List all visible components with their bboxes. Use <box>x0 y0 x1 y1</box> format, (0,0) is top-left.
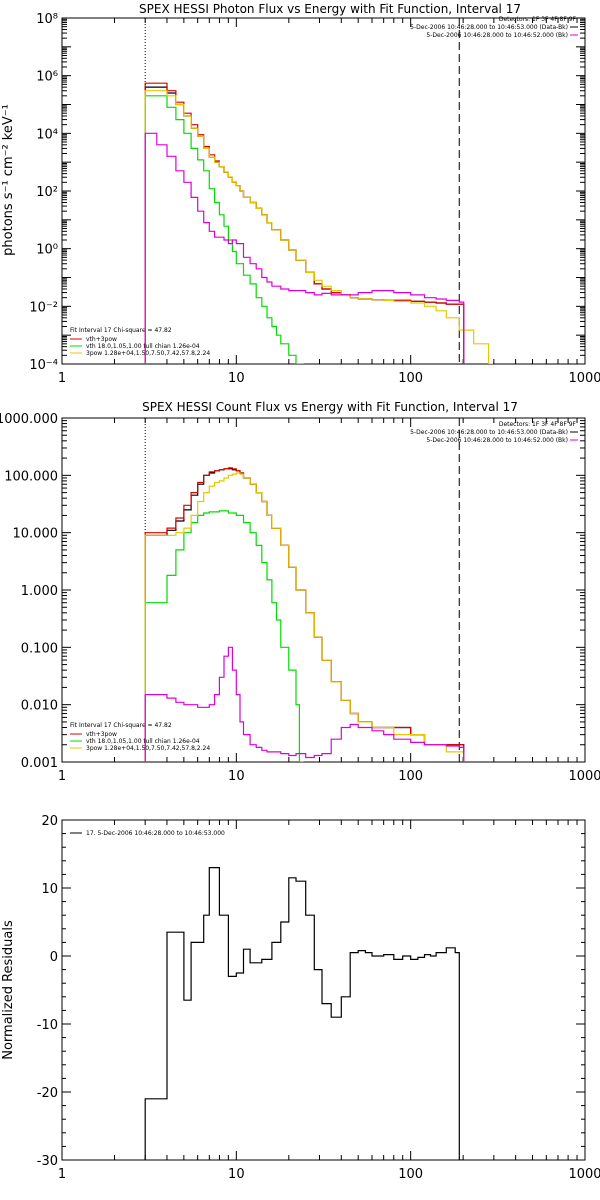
x-tick-label: 1000 <box>568 1167 600 1182</box>
x-tick-label: 1 <box>58 371 66 386</box>
series-line <box>144 82 465 364</box>
plot-frame <box>61 819 586 1161</box>
y-tick-label: 100.000 <box>4 469 58 484</box>
series-line <box>144 510 304 762</box>
legend-top-right: Detectors: 1F 3F 4F 8F 9F 5-Dec-2006 10:… <box>410 16 578 39</box>
y-tick-label: -30 <box>37 1154 58 1169</box>
plot-frame <box>61 17 586 365</box>
y-tick-label: 0 <box>50 950 58 965</box>
y-tick-label: 10⁰ <box>36 243 58 258</box>
residuals-panel: Normalized Residuals 17. 5-Dec-2006 10:4… <box>1 814 600 1182</box>
legend-total-label: vth+3pow <box>86 731 117 738</box>
x-tick-label: 1 <box>58 1167 66 1182</box>
y-tick-label: 10² <box>36 185 58 200</box>
x-tick-label: 100 <box>398 371 423 386</box>
y-tick-label: 0.010 <box>21 699 58 714</box>
series-line <box>144 646 465 762</box>
legend-top-left: 17. 5-Dec-2006 10:46:28.000 to 10:46:53.… <box>70 830 225 837</box>
y-tick-label: -20 <box>37 1086 58 1101</box>
y-tick-label: 10.000 <box>13 527 59 542</box>
y-tick-label: 1000.000 <box>0 412 58 427</box>
legend-bk-label: 5-Dec-2006 10:46:28.000 to 10:46:52.000 … <box>426 437 568 444</box>
series-line <box>144 472 465 762</box>
y-tick-label: 0.100 <box>21 641 58 656</box>
photon-flux-panel: SPEX HESSI Photon Flux vs Energy with Fi… <box>1 2 600 386</box>
legend-thermal-label: vth 18.0,1.05,1.00 full chian 1.26e-04 <box>86 343 200 350</box>
x-tick-label: 1 <box>58 769 66 784</box>
y-tick-label: 10⁸ <box>36 12 58 27</box>
x-tick-label: 100 <box>398 1167 423 1182</box>
y-axis-label: Normalized Residuals <box>1 920 16 1060</box>
legend-data-label: 5-Dec-2006 10:46:28.000 to 10:46:53.000 … <box>410 24 568 31</box>
y-axis-label: photons s⁻¹ cm⁻² keV⁻¹ <box>1 104 16 256</box>
y-tick-label: 10⁶ <box>36 70 58 85</box>
count-flux-panel: SPEX HESSI Count Flux vs Energy with Fit… <box>0 400 600 784</box>
y-tick-label: 10⁻² <box>29 300 58 315</box>
y-tick-label: 10⁴ <box>36 127 58 142</box>
y-tick-label: 10⁻⁴ <box>29 358 58 373</box>
legend-powerlaw-label: 3pow 1.28e+04,1.50,7.50,7.42,57.8,2.24 <box>86 745 210 752</box>
legend-powerlaw-label: 3pow 1.28e+04,1.50,7.50,7.42,57.8,2.24 <box>86 350 210 357</box>
y-tick-label: 20 <box>41 814 58 829</box>
x-tick-label: 10 <box>228 769 245 784</box>
panel-title: SPEX HESSI Photon Flux vs Energy with Fi… <box>139 2 521 16</box>
x-tick-label: 1000 <box>568 371 600 386</box>
legend-fit-interval: Fit Interval 17 Chi-square = 47.82 <box>70 327 172 334</box>
series-line <box>144 468 465 762</box>
x-tick-label: 1000 <box>568 769 600 784</box>
panel-title: SPEX HESSI Count Flux vs Energy with Fit… <box>142 400 518 414</box>
series-line <box>144 467 465 762</box>
legend-top-right: Detectors: 1F 3F 4F 8F 9F 5-Dec-2006 10:… <box>410 421 578 444</box>
y-tick-label: 10 <box>41 882 58 897</box>
plot-frame <box>61 417 586 763</box>
y-tick-label: 0.001 <box>21 756 58 771</box>
y-tick-label: -10 <box>37 1018 58 1033</box>
legend-bk-label: 5-Dec-2006 10:46:28.000 to 10:46:52.000 … <box>426 32 568 39</box>
y-tick-label: 1.000 <box>21 584 58 599</box>
series-line <box>144 132 465 364</box>
legend-residual-label: 17. 5-Dec-2006 10:46:28.000 to 10:46:53.… <box>86 830 225 837</box>
legend-bottom-left: Fit Interval 17 Chi-square = 47.82 vth+3… <box>70 722 210 752</box>
series-line <box>144 867 464 1160</box>
legend-total-label: vth+3pow <box>86 336 117 343</box>
legend-detectors: Detectors: 1F 3F 4F 8F 9F <box>499 16 577 23</box>
legend-bottom-left: Fit Interval 17 Chi-square = 47.82 vth+3… <box>70 327 210 357</box>
legend-fit-interval: Fit Interval 17 Chi-square = 47.82 <box>70 722 172 729</box>
legend-detectors: Detectors: 1F 3F 4F 8F 9F <box>499 421 577 428</box>
x-tick-label: 100 <box>398 769 423 784</box>
x-tick-label: 10 <box>228 371 245 386</box>
legend-thermal-label: vth 18.0,1.05,1.00 full chian 1.26e-04 <box>86 738 200 745</box>
legend-data-label: 5-Dec-2006 10:46:28.000 to 10:46:53.000 … <box>410 429 568 436</box>
series-line <box>144 90 493 364</box>
x-tick-label: 10 <box>228 1167 245 1182</box>
